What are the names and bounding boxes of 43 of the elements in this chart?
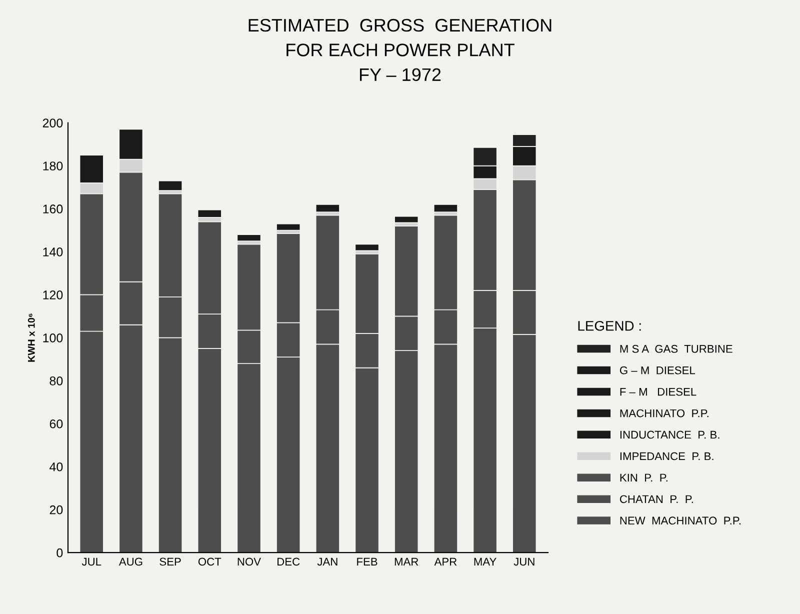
bar (276, 223, 301, 231)
x-tick-label: MAR (394, 558, 418, 566)
y-tick-label: 200 (42, 118, 63, 128)
y-axis-title: KWH x 10⁶ (28, 314, 35, 362)
y-tick-label: 80 (50, 376, 63, 386)
y-tick-label: 180 (43, 162, 63, 170)
legend-label: KIN P. P. (620, 474, 668, 482)
legend-label: IMPEDANCE P. B. (620, 452, 714, 460)
x-tick-label: DEC (278, 558, 300, 566)
x-tick-label: JUL (82, 558, 102, 566)
legend-label: CHATAN P. P. (620, 495, 693, 504)
y-tick-label: 0 (56, 548, 63, 558)
x-tick-label: OCT (198, 558, 222, 566)
y-tick-label: 60 (50, 419, 63, 428)
x-tick-label: JUN (514, 558, 534, 566)
x-tick-label: FEB (357, 558, 378, 566)
bar (197, 209, 222, 218)
y-tick-label: 160 (43, 204, 63, 214)
x-tick-label: SEP (160, 558, 181, 566)
y-tick-label: 140 (43, 248, 63, 256)
y-tick-label: 120 (43, 290, 63, 300)
x-tick-label: MAY (474, 558, 496, 566)
y-tick-label: 40 (50, 462, 63, 472)
bar (236, 234, 262, 242)
legend-label: G – M DIESEL (620, 366, 696, 374)
legend-label: INDUCTANCE P. B. (620, 430, 720, 439)
bar (315, 204, 340, 212)
x-tick-label: NOV (238, 558, 261, 566)
legend-label: NEW MACHINATO P.P. (620, 516, 740, 525)
bar (394, 216, 419, 224)
bar (354, 244, 380, 252)
legend-label: F – M DIESEL (620, 388, 696, 396)
y-tick-label: 20 (50, 505, 63, 514)
chart-title: ESTIMATED GROSS GENERATION FOR EACH POWER PLANT FY – 1972 (248, 18, 552, 82)
legend-title: LEGEND : (578, 320, 641, 331)
legend-label: M S A GAS TURBINE (620, 344, 732, 353)
y-tick-label: 100 (43, 334, 63, 342)
x-tick-label: JAN (317, 558, 338, 566)
bar (433, 204, 458, 212)
bar (158, 180, 183, 191)
legend-label: MACHINATO P.P. (620, 409, 708, 418)
x-tick-label: AUG (118, 558, 142, 566)
x-tick-label: APR (434, 558, 457, 566)
